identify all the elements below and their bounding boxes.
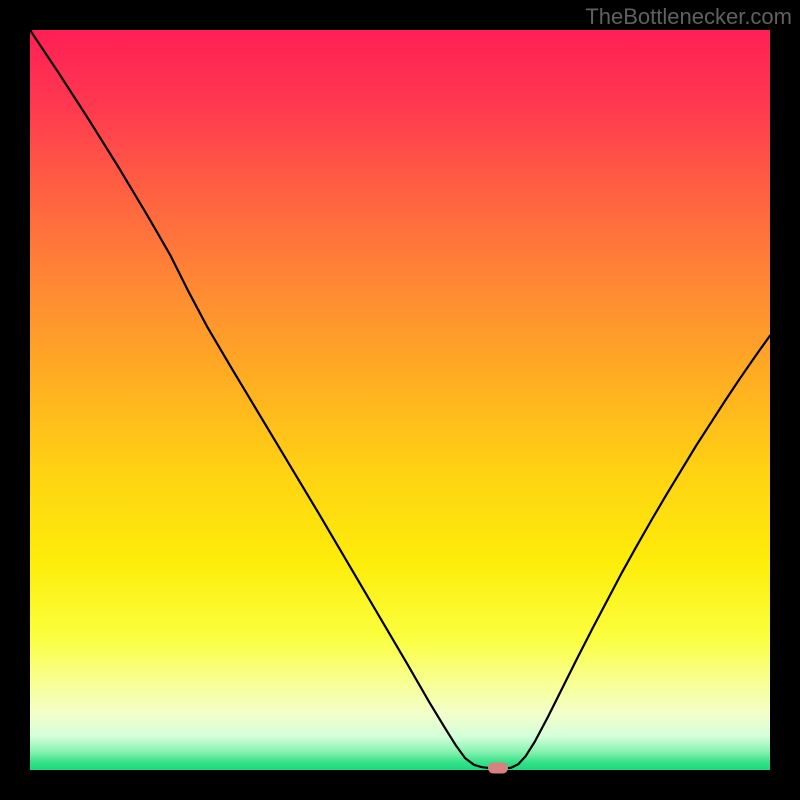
attribution-text: TheBottlenecker.com <box>585 4 792 30</box>
optimum-marker <box>488 762 508 773</box>
bottleneck-curve <box>30 30 770 770</box>
plot-area <box>30 30 770 770</box>
